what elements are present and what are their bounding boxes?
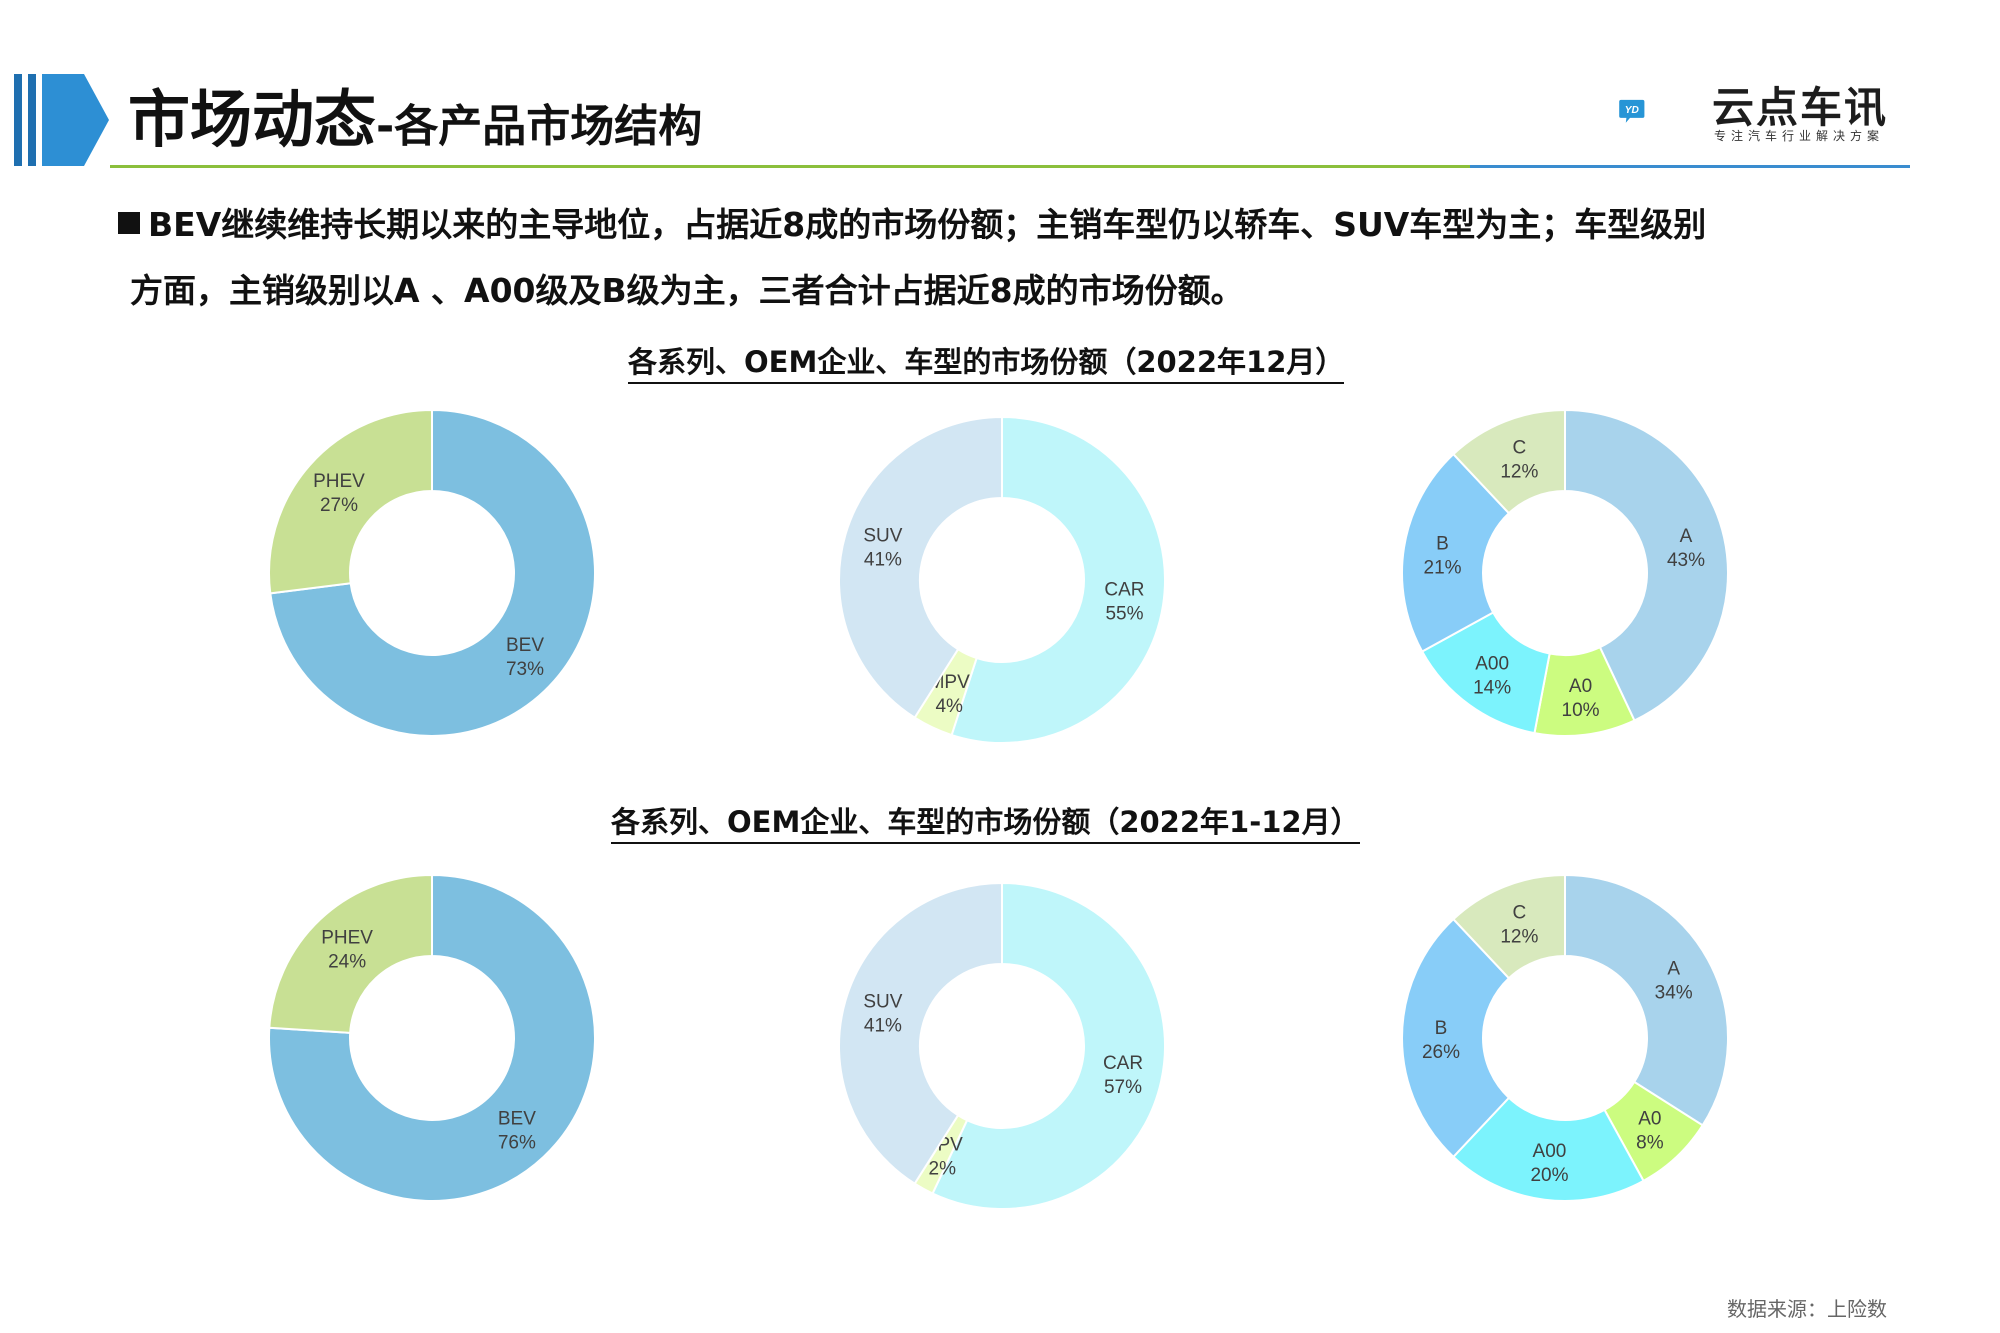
brand-tagline: 专注汽车行业解决方案	[1714, 129, 1885, 143]
slice-value-bev: 73%	[506, 659, 544, 680]
summary-line-1: BEV继续维持长期以来的主导地位，占据近8成的市场份额；主销车型仍以轿车、SUV…	[148, 205, 1707, 244]
slice-label-phev: PHEV	[313, 471, 365, 492]
slice-value-mpv: 4%	[935, 696, 963, 717]
donut-slice-phev	[268, 408, 433, 595]
bullet-square-icon	[118, 212, 140, 234]
donut-slice-c	[1452, 873, 1566, 980]
slice-value-mpv: 2%	[929, 1159, 957, 1180]
donut-chart-class-dec: A 43% A0 10% A00 14% B 21% C 12%	[1401, 408, 1729, 737]
donut-slice-c	[1452, 408, 1566, 515]
page-title-sub: -各产品市场结构	[376, 101, 703, 152]
slice-value-a0: 8%	[1636, 1132, 1664, 1153]
donut-slice-a	[1564, 873, 1729, 1127]
donut-chart-series-annual: BEV 76% PHEV 24%	[268, 873, 596, 1202]
donut-slice-car	[931, 881, 1166, 1210]
slice-value-a00: 20%	[1530, 1165, 1568, 1186]
donut-slice-phev	[268, 873, 433, 1034]
title-underline-green	[110, 165, 1490, 168]
slice-value-bev: 76%	[498, 1132, 536, 1153]
summary-bullet: BEV继续维持长期以来的主导地位，占据近8成的市场份额；主销车型仍以轿车、SUV…	[118, 192, 1888, 324]
brand-logo-mark: YD	[1625, 105, 1640, 116]
slice-value-a00: 14%	[1473, 677, 1511, 698]
donut-slice-a	[1564, 408, 1729, 722]
slice-value-car: 55%	[1105, 603, 1143, 624]
slice-label-a00: A00	[1475, 653, 1509, 674]
section-title-annual: 各系列、OEM企业、车型的市场份额（2022年1-12月）	[611, 802, 1360, 844]
header-decoration	[14, 74, 109, 166]
slice-value-a: 34%	[1655, 982, 1693, 1003]
slice-label-b: B	[1436, 534, 1449, 555]
page-title: 市场动态-各产品市场结构	[128, 80, 702, 160]
slice-label-c: C	[1512, 903, 1526, 924]
slice-value-b: 21%	[1424, 558, 1462, 579]
slice-value-b: 26%	[1422, 1042, 1460, 1063]
donut-slice-bev	[269, 408, 596, 737]
title-underline-blue	[1470, 165, 1910, 168]
donut-slice-bev	[268, 873, 596, 1202]
donut-slice-a00	[1452, 1096, 1645, 1202]
slice-label-suv: SUV	[863, 525, 902, 546]
data-source-note: 数据来源：上险数	[1727, 1297, 1887, 1321]
slice-value-phev: 27%	[320, 495, 358, 516]
donut-slice-b	[1401, 452, 1511, 653]
donut-chart-series-dec: BEV 73% PHEV 27%	[268, 408, 596, 737]
slice-label-phev: PHEV	[321, 928, 373, 949]
slice-label-bev: BEV	[506, 635, 544, 656]
slice-value-c: 12%	[1500, 927, 1538, 948]
slice-value-car: 57%	[1104, 1077, 1142, 1098]
slice-label-bev: BEV	[498, 1108, 536, 1129]
slice-value-phev: 24%	[328, 952, 366, 973]
slice-label-car: CAR	[1104, 579, 1144, 600]
donut-slice-b	[1401, 917, 1511, 1159]
slice-label-a: A	[1667, 958, 1680, 979]
donut-slice-suv	[838, 415, 1003, 720]
slice-value-suv: 41%	[864, 549, 902, 570]
donut-chart-class-annual: A 34% A0 8% A00 20% B 26% C 12%	[1401, 873, 1729, 1202]
summary-line-2: 方面，主销级别以A 、A00级及B级为主，三者合计占据近8成的市场份额。	[130, 271, 1244, 310]
slice-label-a00: A00	[1533, 1141, 1567, 1162]
slice-label-a0: A0	[1569, 676, 1592, 697]
section-title-dec: 各系列、OEM企业、车型的市场份额（2022年12月）	[628, 342, 1345, 384]
slice-label-a0: A0	[1638, 1108, 1661, 1129]
slice-value-c: 12%	[1500, 462, 1538, 483]
brand-name: 云点车讯	[1712, 83, 1889, 132]
slice-value-a: 43%	[1667, 550, 1705, 571]
page-title-main: 市场动态	[128, 83, 377, 156]
donut-slice-car	[950, 415, 1166, 744]
slice-label-c: C	[1512, 438, 1526, 459]
brand-logo-icon: YD	[1619, 99, 1645, 123]
slice-value-a0: 10%	[1562, 700, 1600, 721]
donut-slice-suv	[838, 881, 1003, 1186]
slice-label-car: CAR	[1103, 1053, 1143, 1074]
slice-value-suv: 41%	[864, 1015, 902, 1036]
slice-label-b: B	[1435, 1018, 1448, 1039]
slice-label-a: A	[1680, 526, 1693, 547]
slice-label-suv: SUV	[863, 991, 902, 1012]
